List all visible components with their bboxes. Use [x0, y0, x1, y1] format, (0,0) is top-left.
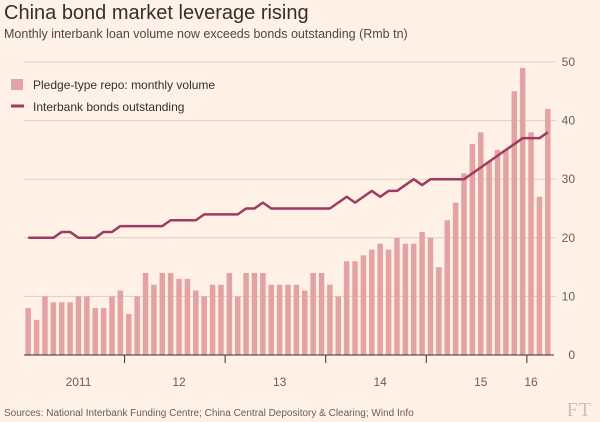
bar [293, 284, 300, 355]
bar [84, 296, 90, 355]
bar [536, 196, 543, 355]
x-tick-label: 14 [374, 375, 388, 389]
bar [343, 261, 350, 355]
bar [184, 278, 191, 355]
bar [260, 272, 266, 355]
line-layer [28, 131, 549, 240]
axis-layer: 0 10 20 30 40 50 2011 12 13 14 15 16 [24, 55, 575, 389]
x-tick-label: 12 [172, 375, 186, 389]
bar [528, 132, 534, 355]
y-tick-label-50: 50 [562, 55, 576, 69]
bar [201, 296, 207, 355]
chart-svg: 0 10 20 30 40 50 2011 12 13 14 15 16 Pledge-type re… [11, 55, 575, 389]
y-tick-label-0: 0 [568, 348, 575, 362]
bar [134, 296, 140, 355]
bar [117, 290, 124, 355]
chart-subtitle: Monthly interbank loan volume now exceed… [4, 27, 408, 41]
bar [486, 161, 492, 355]
bar [33, 319, 40, 355]
bar [167, 272, 174, 355]
bar [436, 267, 442, 355]
bar [218, 284, 224, 355]
bar [226, 272, 233, 355]
bar [385, 249, 392, 355]
bar [461, 173, 467, 355]
y-tick-label-20: 20 [562, 231, 576, 245]
bar [444, 220, 450, 355]
x-tick-label: 15 [474, 375, 488, 389]
x-tick-label: 13 [273, 375, 287, 389]
bar [519, 67, 526, 356]
bar [234, 296, 241, 355]
bar [92, 308, 98, 355]
bar [394, 237, 400, 355]
bar [478, 132, 484, 355]
bar [452, 202, 459, 355]
bar [193, 290, 199, 355]
bar [410, 243, 417, 355]
bar [126, 313, 132, 355]
bar [427, 237, 434, 355]
bar [58, 302, 65, 355]
bar [469, 144, 476, 355]
bar [285, 284, 291, 355]
x-tick-label: 2011 [66, 375, 92, 389]
bar [545, 108, 551, 355]
bar [151, 284, 157, 355]
legend: Pledge-type repo: monthly volume Interba… [11, 78, 215, 114]
bar [327, 284, 333, 355]
bar [310, 272, 316, 355]
y-tick-label-40: 40 [562, 114, 576, 128]
bar [402, 243, 409, 355]
bar [251, 272, 258, 355]
bar [67, 302, 73, 355]
bar [369, 249, 375, 355]
bar [511, 91, 518, 356]
bar [243, 272, 249, 355]
bar [419, 231, 425, 355]
bar [335, 296, 342, 355]
legend-swatch-bar [11, 79, 23, 90]
grid-layer [24, 61, 556, 297]
bar [109, 296, 115, 355]
bar [276, 284, 283, 355]
bar [176, 278, 182, 355]
bar [50, 302, 57, 355]
bar [503, 149, 509, 355]
bar [25, 308, 31, 355]
bar [159, 272, 166, 355]
bar [268, 284, 274, 355]
bar [494, 149, 501, 355]
source-note: Sources: National Interbank Funding Cent… [4, 408, 414, 419]
y-tick-label-10: 10 [562, 289, 576, 303]
ft-logo: FT [566, 399, 592, 421]
legend-label-bar: Pledge-type repo: monthly volume [33, 78, 215, 92]
y-tick-label-30: 30 [562, 172, 576, 186]
bar [360, 255, 367, 355]
x-tick-label: 16 [524, 375, 538, 389]
bar [100, 308, 107, 355]
bar [42, 296, 48, 355]
bars-layer [25, 67, 551, 356]
bar [318, 272, 325, 355]
chart-title: China bond market leverage rising [4, 2, 309, 24]
bar [352, 261, 358, 355]
bar [142, 272, 149, 355]
bar [377, 243, 383, 355]
bar [75, 296, 82, 355]
bar [302, 290, 308, 355]
bar [209, 284, 216, 355]
legend-label-line: Interbank bonds outstanding [33, 100, 184, 114]
